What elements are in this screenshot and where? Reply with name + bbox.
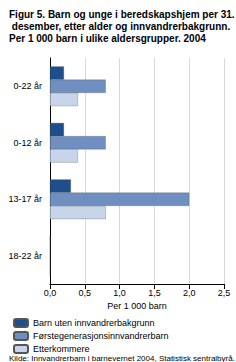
svg-text:13-17 år: 13-17 år [8,194,42,204]
svg-text:desember, etter alder og innva: desember, etter alder og innvandrerbakgr… [9,21,233,32]
svg-text:Barn uten innvandrerbakgrunn: Barn uten innvandrerbakgrunn [33,318,155,328]
svg-text:Figur 5. Barn og unge i bereds: Figur 5. Barn og unge i beredskapshjem p… [9,9,235,20]
svg-text:1,5: 1,5 [148,288,161,298]
svg-text:1,0: 1,0 [113,288,126,298]
svg-text:Førstegenerasjonsinnvandrerbar: Førstegenerasjonsinnvandrerbarn [33,331,169,341]
svg-text:2,5: 2,5 [218,288,231,298]
svg-text:Kilde: Innvandrerbarn i barnev: Kilde: Innvandrerbarn i barnevernet 2004… [9,354,235,362]
svg-text:0-12 år: 0-12 år [13,138,42,148]
svg-text:0,5: 0,5 [79,288,92,298]
svg-text:Per 1 000 barn: Per 1 000 barn [107,301,167,311]
svg-text:0,0: 0,0 [44,288,57,298]
svg-text:0-22 år: 0-22 år [13,81,42,91]
svg-text:2,0: 2,0 [183,288,196,298]
svg-text:18-22 år: 18-22 år [8,251,42,261]
svg-text:Per 1 000 barn i ulike aldersg: Per 1 000 barn i ulike aldersgrupper. 20… [9,33,206,44]
svg-text:Etterkommere: Etterkommere [33,344,90,354]
